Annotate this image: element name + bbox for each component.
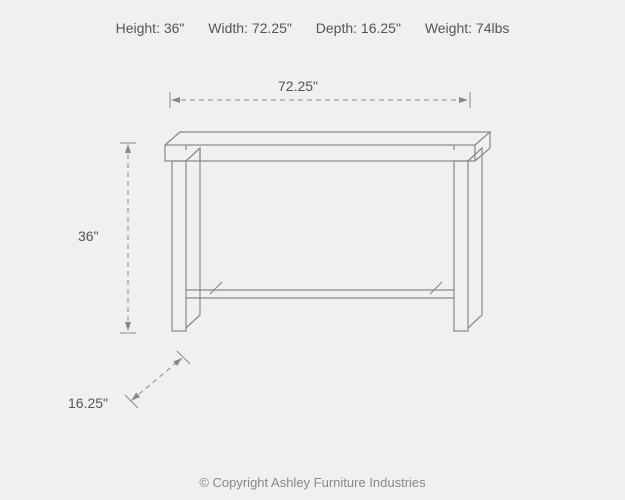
width-dim-label: 72.25" xyxy=(278,78,318,94)
height-dimension xyxy=(120,143,136,333)
depth-dim-label: 16.25" xyxy=(68,395,108,411)
width-dimension xyxy=(170,92,470,108)
copyright-text: © Copyright Ashley Furniture Industries xyxy=(0,475,625,490)
diagram-svg xyxy=(0,0,625,500)
depth-dimension xyxy=(125,351,190,408)
height-dim-label: 36" xyxy=(78,228,99,244)
table-drawing xyxy=(165,132,490,331)
